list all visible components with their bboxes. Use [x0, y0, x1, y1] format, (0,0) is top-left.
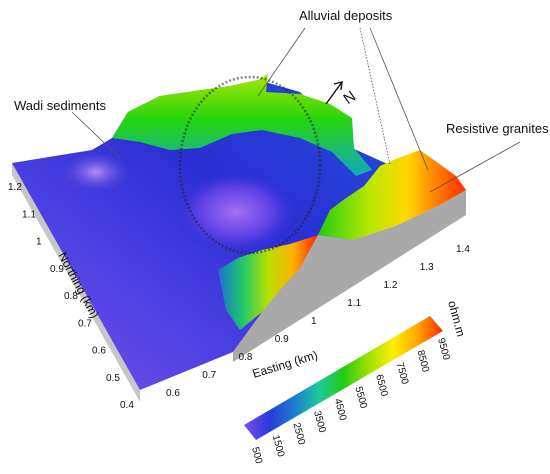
easting-tick: 1	[311, 316, 317, 327]
leader-granites	[429, 141, 521, 193]
northing-tick: 1.2	[8, 182, 22, 193]
northing-axis: 0.4 0.5 0.6 0.7 0.8 0.9 1 1.1 1.2	[8, 182, 134, 411]
leader-alluvial-2	[359, 27, 391, 165]
side-wall-right	[233, 190, 466, 362]
annotation-wadi: Wadi sediments	[14, 98, 106, 113]
surface-resistive-ridge	[318, 150, 466, 240]
colorbar-ticks: 500 1500 2500 3500 4500 5500 6500 7500 8500 9500	[249, 337, 451, 465]
leader-alluvial-3	[369, 27, 429, 171]
easting-tick: 0.7	[202, 370, 216, 381]
leader-alluvial-1	[257, 27, 306, 97]
ring-trace	[178, 75, 322, 255]
leader-wadi	[71, 111, 121, 159]
annotation-alluvial: Alluvial deposits	[299, 8, 393, 23]
surface-crater-slope	[218, 235, 318, 330]
easting-tick: 0.6	[166, 388, 180, 399]
northing-tick: 0.9	[50, 264, 64, 275]
easting-axis: 0.6 0.7 0.8 0.9 1 1.1 1.2 1.3 1.4	[166, 244, 470, 399]
north-label: N	[340, 88, 359, 108]
northing-tick: 0.8	[64, 291, 78, 302]
colorbar-tick: 8500	[414, 349, 430, 374]
annotation-granites: Resistive granites	[446, 121, 549, 136]
colorbar-tick: 9500	[435, 337, 451, 362]
colorbar-tick: 1500	[270, 434, 286, 459]
colorbar-tick: 5500	[352, 385, 368, 410]
wadi-low	[62, 152, 130, 192]
colorbar-tick: 3500	[311, 410, 327, 435]
colorbar-tick: 7500	[394, 361, 410, 386]
easting-tick: 1.4	[456, 244, 470, 255]
easting-tick: 0.8	[239, 352, 253, 363]
colorbar-bar	[244, 316, 443, 440]
easting-tick: 1.2	[384, 280, 398, 291]
northing-tick: 1	[36, 237, 42, 248]
colorbar-tick: 6500	[373, 373, 389, 398]
easting-tick: 0.9	[275, 334, 289, 345]
colorbar-unit: ohm.m	[445, 299, 468, 338]
colorbar-tick: 500	[249, 446, 264, 465]
northing-tick: 0.7	[78, 318, 92, 329]
easting-tick: 1.3	[420, 262, 434, 273]
northing-tick: 0.6	[92, 346, 106, 357]
northing-tick: 1.1	[22, 209, 36, 220]
north-arrow-icon: N	[325, 81, 359, 108]
surface-green-zone	[112, 74, 372, 176]
easting-tick: 1.1	[347, 298, 361, 309]
colorbar-tick: 2500	[290, 422, 306, 447]
bowl-low	[174, 170, 298, 254]
side-wall-left	[12, 163, 140, 402]
northing-tick: 0.4	[120, 400, 134, 411]
colorbar-tick: 4500	[332, 397, 348, 422]
northing-tick: 0.5	[106, 373, 120, 384]
easting-title: Easting (km)	[251, 348, 320, 381]
